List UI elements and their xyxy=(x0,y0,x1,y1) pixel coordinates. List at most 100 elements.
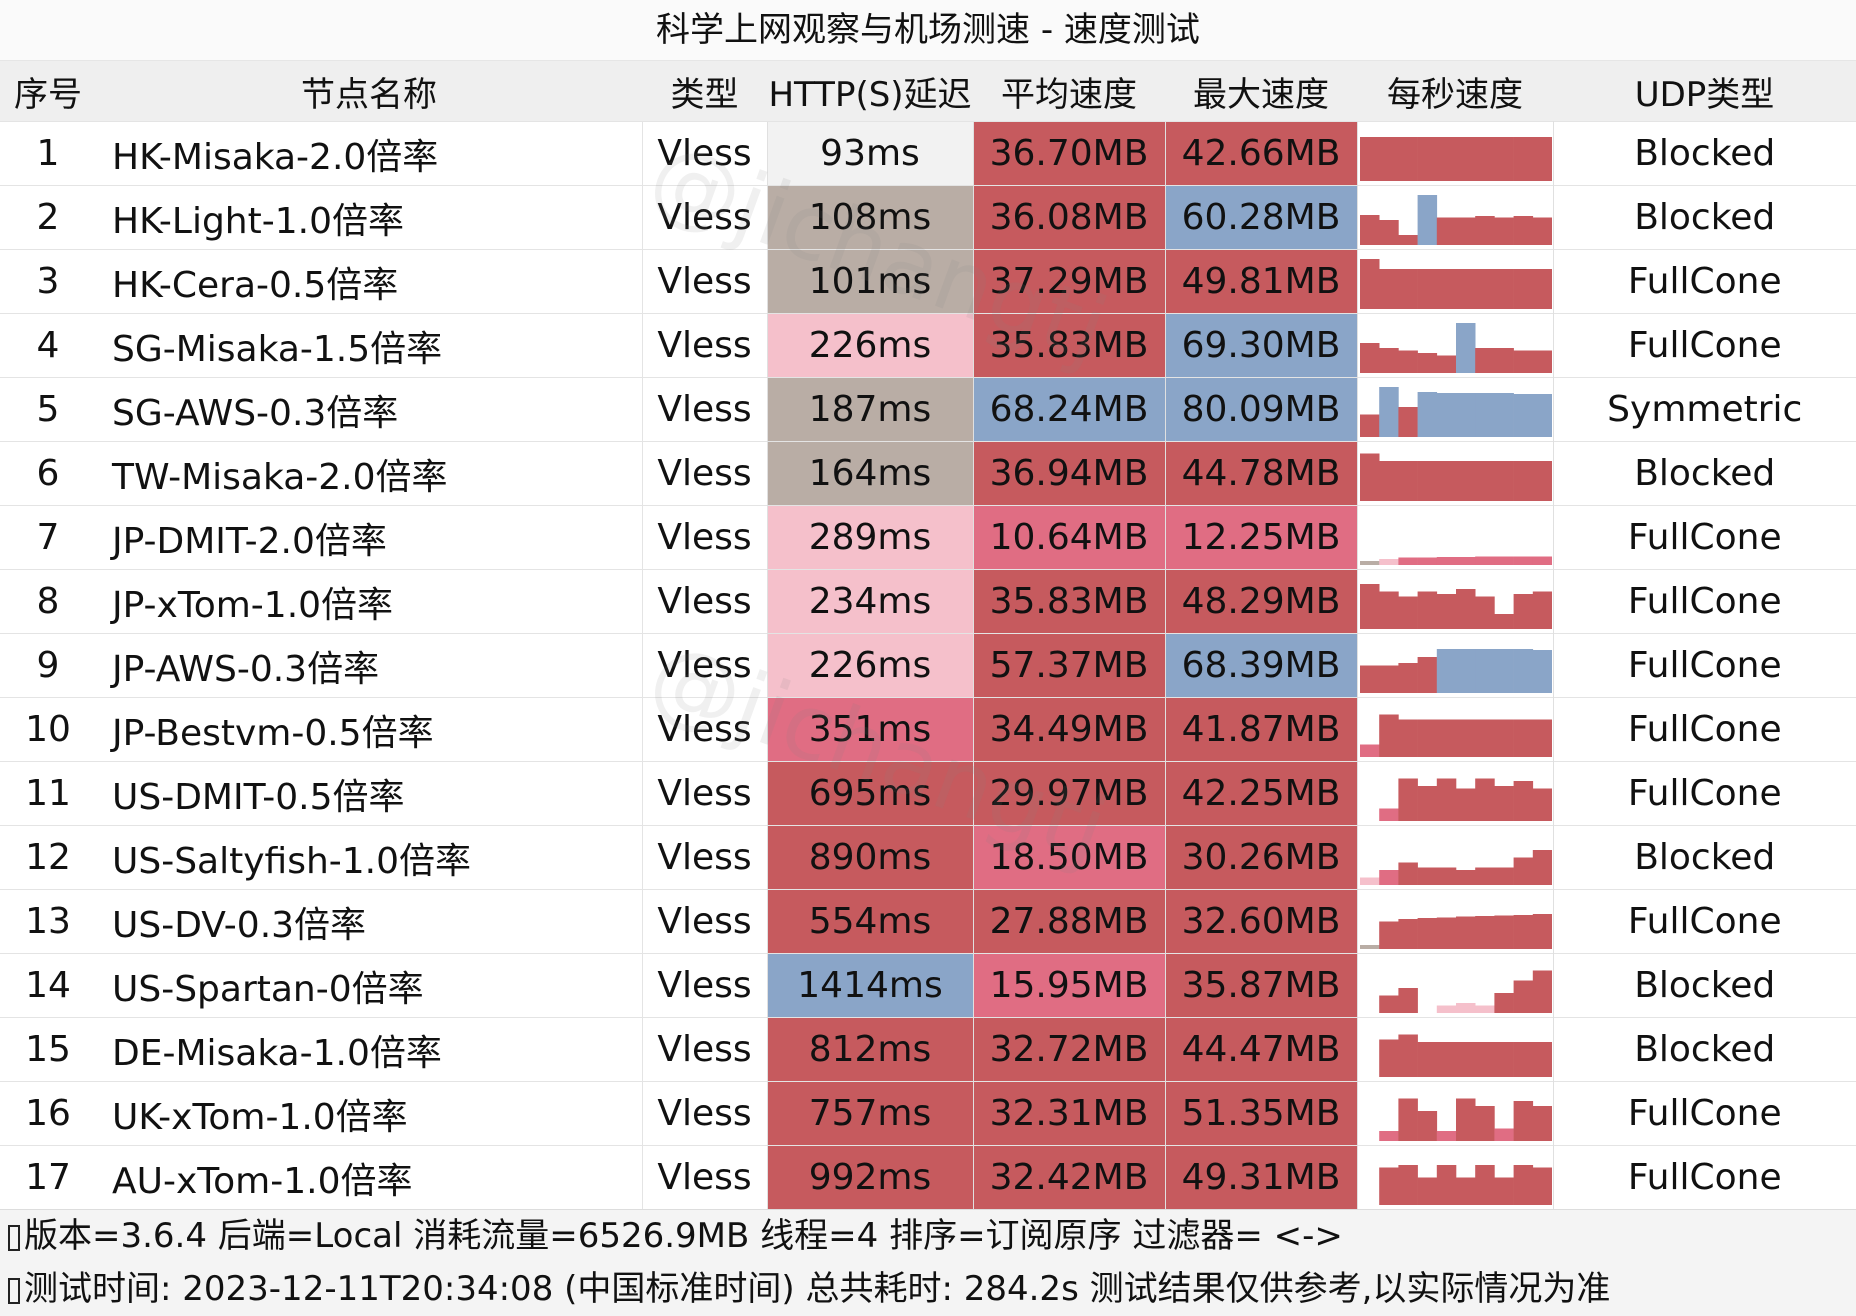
sparkline-bar xyxy=(1513,980,1533,1013)
sparkline-bar xyxy=(1474,1105,1495,1141)
footer-line2: 测试时间: 2023-12-11T20:34:08 (中国标准时间) 总共耗时:… xyxy=(24,1269,1611,1309)
table-row[interactable]: 12 US-Saltyfish-1.0倍率 Vless 890ms 18.50MB 30.… xyxy=(0,825,1856,890)
sparkline-bar xyxy=(1436,460,1456,501)
sparkline-bar xyxy=(1397,1164,1418,1205)
sparkline-bar xyxy=(1474,268,1495,309)
max-speed-cell: 68.39MB xyxy=(1164,633,1357,698)
table-row[interactable]: 1 HK-Misaka-2.0倍率 Vless 93ms 36.70MB 42.66MB B… xyxy=(0,121,1856,186)
table-row[interactable]: 9 JP-AWS-0.3倍率 Vless 226ms 57.37MB 68.39MB Ful… xyxy=(0,633,1856,698)
sparkline-bar xyxy=(1436,867,1456,885)
per-second-sparkline xyxy=(1356,825,1554,890)
sparkline-bar xyxy=(1493,613,1514,629)
sparkline-bar xyxy=(1397,1098,1418,1141)
avg-speed-cell: 35.83MB xyxy=(972,313,1165,378)
sparkline-bar xyxy=(1493,992,1514,1013)
sparkline-bar xyxy=(1455,136,1475,181)
row-index: 5 xyxy=(0,377,96,442)
footer-version-line: 版本=3.6.4 后端=Local 消耗流量=6526.9MB 线程=4 排序=… xyxy=(0,1210,1856,1263)
max-speed-cell: 51.35MB xyxy=(1164,1081,1357,1146)
sparkline-bar xyxy=(1474,867,1495,885)
max-speed-cell: 60.28MB xyxy=(1164,185,1357,250)
header-per-second[interactable]: 每秒速度 xyxy=(1357,61,1553,122)
sparkline-bar xyxy=(1378,268,1399,309)
latency-cell: 226ms xyxy=(766,313,973,378)
node-name: DE-Misaka-1.0倍率 xyxy=(96,1017,642,1082)
sparkline-bar xyxy=(1455,588,1475,629)
sparkline-bar xyxy=(1513,556,1533,565)
sparkline-bar xyxy=(1397,350,1418,373)
per-second-sparkline xyxy=(1356,761,1554,826)
sparkline-bar xyxy=(1417,557,1437,565)
header-avg-speed[interactable]: 平均速度 xyxy=(973,61,1165,122)
sparkline-bar xyxy=(1474,915,1495,949)
node-type: Vless xyxy=(641,1081,767,1146)
node-type: Vless xyxy=(641,697,767,762)
table-row[interactable]: 14 US-Spartan-0倍率 Vless 1414ms 15.95MB 35.87M… xyxy=(0,953,1856,1018)
sparkline-bar xyxy=(1532,1167,1552,1205)
row-index: 12 xyxy=(0,825,96,890)
sparkline-bar xyxy=(1397,719,1418,757)
latency-cell: 351ms xyxy=(766,697,973,762)
sparkline-bar xyxy=(1532,217,1552,245)
sparkline-bar xyxy=(1378,869,1399,885)
header-max-speed[interactable]: 最大速度 xyxy=(1165,61,1357,122)
table-row[interactable]: 7 JP-DMIT-2.0倍率 Vless 289ms 10.64MB 12.25MB Fu… xyxy=(0,505,1856,570)
udp-type: Symmetric xyxy=(1553,377,1856,442)
sparkline-bar xyxy=(1493,719,1514,757)
table-row[interactable]: 2 HK-Light-1.0倍率 Vless 108ms 36.08MB 60.28MB B… xyxy=(0,185,1856,250)
table-row[interactable]: 6 TW-Misaka-2.0倍率 Vless 164ms 36.94MB 44.78MB… xyxy=(0,441,1856,506)
sparkline-chart xyxy=(1359,322,1552,373)
avg-speed-cell: 36.08MB xyxy=(972,185,1165,250)
table-row[interactable]: 17 AU-xTom-1.0倍率 Vless 992ms 32.42MB 49.31MB F… xyxy=(0,1145,1856,1209)
sparkline-bar xyxy=(1532,268,1552,309)
row-index: 13 xyxy=(0,889,96,954)
table-row[interactable]: 10 JP-Bestvm-0.5倍率 Vless 351ms 34.49MB 41.87M… xyxy=(0,697,1856,762)
table-row[interactable]: 16 UK-xTom-1.0倍率 Vless 757ms 32.31MB 51.35MB F… xyxy=(0,1081,1856,1146)
node-type: Vless xyxy=(641,249,767,314)
latency-cell: 289ms xyxy=(766,505,973,570)
node-name: HK-Misaka-2.0倍率 xyxy=(96,121,642,186)
avg-speed-cell: 34.49MB xyxy=(972,697,1165,762)
node-name: JP-DMIT-2.0倍率 xyxy=(96,505,642,570)
sparkline-bar xyxy=(1417,656,1437,693)
node-type: Vless xyxy=(641,953,767,1018)
sparkline-bar xyxy=(1359,877,1379,885)
sparkline-bar xyxy=(1474,556,1495,565)
sparkline-bar xyxy=(1397,557,1418,565)
sparkline-bar xyxy=(1532,1041,1552,1077)
sparkline-bar xyxy=(1417,1110,1437,1141)
sparkline-bar xyxy=(1493,392,1514,437)
table-row[interactable]: 5 SG-AWS-0.3倍率 Vless 187ms 68.24MB 80.09MB Sym… xyxy=(0,377,1856,442)
udp-type: Blocked xyxy=(1553,185,1856,250)
sparkline-bar xyxy=(1455,1098,1475,1141)
header-name[interactable]: 节点名称 xyxy=(96,61,642,122)
per-second-sparkline xyxy=(1356,249,1554,314)
table-row[interactable]: 11 US-DMIT-0.5倍率 Vless 695ms 29.97MB 42.25MB F… xyxy=(0,761,1856,826)
table-row[interactable]: 3 HK-Cera-0.5倍率 Vless 101ms 37.29MB 49.81MB Fu… xyxy=(0,249,1856,314)
footer-line1: 版本=3.6.4 后端=Local 消耗流量=6526.9MB 线程=4 排序=… xyxy=(24,1216,1343,1256)
sparkline-bar xyxy=(1532,393,1552,437)
header-type[interactable]: 类型 xyxy=(642,61,767,122)
table-row[interactable]: 13 US-DV-0.3倍率 Vless 554ms 27.88MB 32.60MB Ful… xyxy=(0,889,1856,954)
header-udp[interactable]: UDP类型 xyxy=(1553,61,1856,122)
sparkline-bar xyxy=(1359,453,1379,501)
table-row[interactable]: 15 DE-Misaka-1.0倍率 Vless 812ms 32.72MB 44.47M… xyxy=(0,1017,1856,1082)
sparkline-bar xyxy=(1455,788,1475,821)
table-row[interactable]: 4 SG-Misaka-1.5倍率 Vless 226ms 35.83MB 69.30MB… xyxy=(0,313,1856,378)
avg-speed-cell: 37.29MB xyxy=(972,249,1165,314)
node-name: US-Saltyfish-1.0倍率 xyxy=(96,825,642,890)
sparkline-bar xyxy=(1532,719,1552,757)
sparkline-bar xyxy=(1417,352,1437,373)
row-index: 15 xyxy=(0,1017,96,1082)
sparkline-bar xyxy=(1436,917,1456,949)
udp-type: FullCone xyxy=(1553,249,1856,314)
max-speed-cell: 42.66MB xyxy=(1164,121,1357,186)
header-index[interactable]: 序号 xyxy=(0,61,96,122)
sparkline-bar xyxy=(1513,719,1533,757)
table-row[interactable]: 8 JP-xTom-1.0倍率 Vless 234ms 35.83MB 48.29MB Fu… xyxy=(0,569,1856,634)
header-latency[interactable]: HTTP(S)延迟 xyxy=(767,61,973,122)
footer: 版本=3.6.4 后端=Local 消耗流量=6526.9MB 线程=4 排序=… xyxy=(0,1209,1856,1316)
sparkline-bar xyxy=(1493,1041,1514,1077)
sparkline-bar xyxy=(1493,268,1514,309)
node-type: Vless xyxy=(641,761,767,826)
